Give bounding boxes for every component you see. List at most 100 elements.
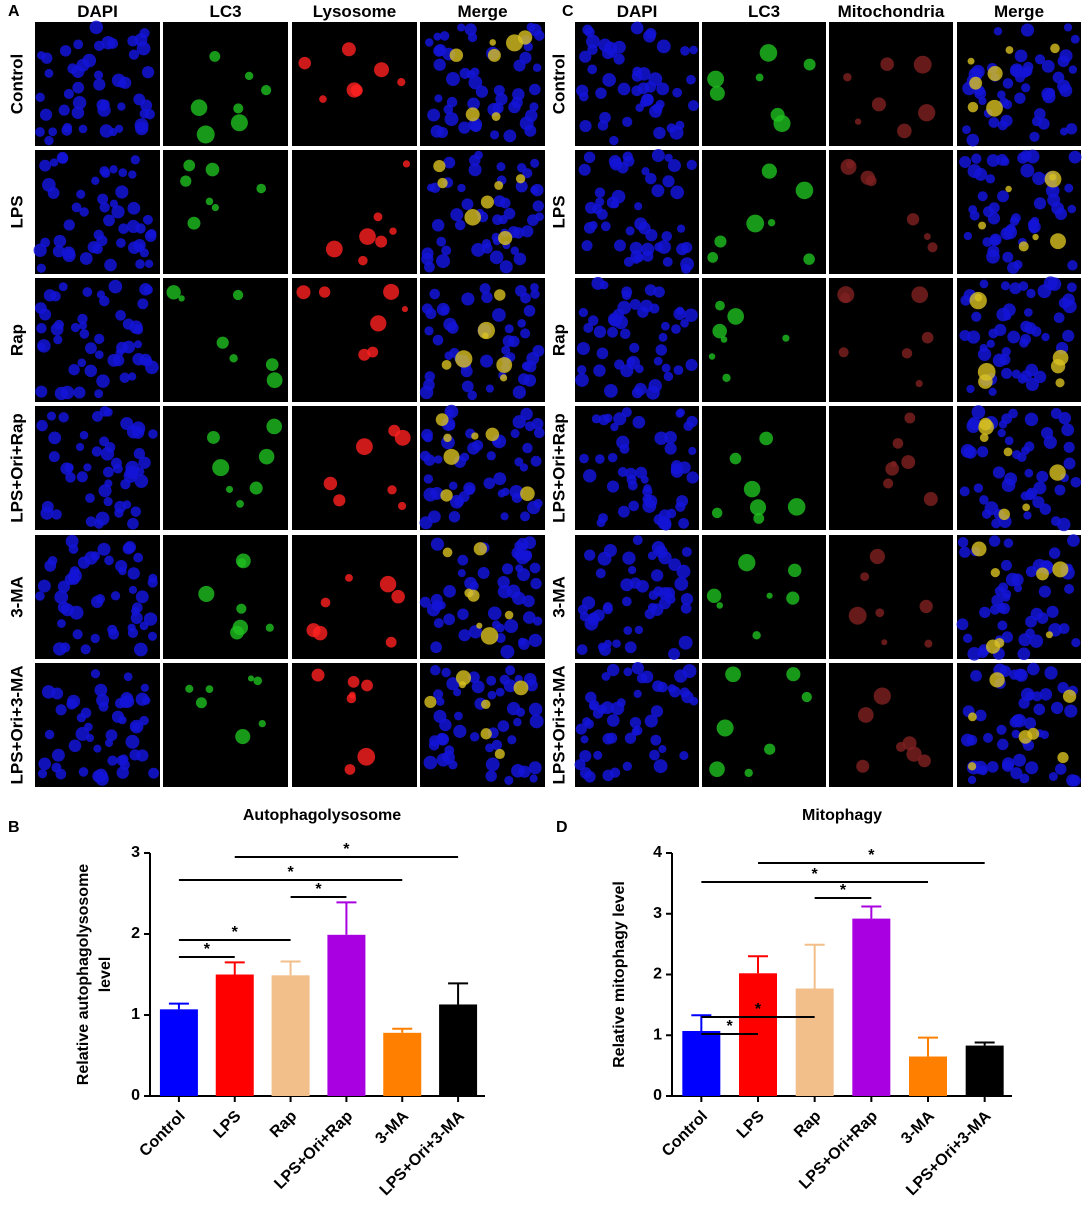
nucleus (133, 552, 144, 563)
nucleus (34, 302, 47, 314)
nucleus (1017, 452, 1027, 462)
nucleus (436, 236, 447, 247)
nucleus (595, 454, 605, 464)
cell-signal (350, 84, 363, 97)
nucleus (620, 328, 631, 339)
nucleus (622, 116, 633, 127)
nucleus (648, 72, 663, 87)
nucleus (634, 625, 644, 635)
row-label: Rap (549, 324, 568, 356)
row-label: LPS+Ori+Rap (549, 413, 568, 523)
nucleus (130, 155, 141, 165)
nucleus (967, 416, 982, 431)
cell-signal (489, 39, 497, 46)
nucleus (1024, 717, 1037, 730)
nucleus (1000, 559, 1012, 571)
nucleus (53, 335, 63, 345)
nucleus (1025, 761, 1039, 775)
nucleus (449, 494, 464, 509)
nucleus (461, 380, 474, 393)
nucleus (629, 342, 640, 353)
cell-signal (205, 197, 214, 206)
nucleus (628, 500, 639, 512)
nucleus (35, 92, 45, 103)
cell-signal (249, 481, 263, 495)
nucleus (467, 442, 480, 455)
cell-signal (266, 372, 283, 389)
cell-signal (319, 95, 327, 103)
nucleus (453, 724, 467, 738)
nucleus (593, 750, 603, 760)
significance-label: * (840, 882, 847, 899)
nucleus (425, 38, 434, 47)
nucleus (1024, 322, 1037, 335)
nucleus (423, 755, 438, 770)
cell-signal (1005, 46, 1014, 54)
nucleus (645, 27, 657, 40)
nucleus (143, 357, 153, 367)
column-header: Merge (994, 2, 1044, 21)
cell-signal (1045, 631, 1053, 639)
nucleus (613, 40, 626, 54)
nucleus (583, 151, 596, 164)
nucleus (1039, 688, 1053, 701)
nucleus (528, 702, 543, 717)
panel-label: C (562, 3, 574, 20)
cell-signal (205, 162, 220, 177)
nucleus (142, 214, 153, 225)
nucleus (1033, 481, 1047, 495)
nucleus (459, 67, 471, 79)
nucleus (604, 384, 618, 398)
nucleus (616, 698, 626, 708)
nucleus (468, 75, 483, 90)
nucleus (515, 707, 526, 717)
nucleus (90, 669, 101, 679)
cell-signal (435, 413, 449, 426)
nucleus (662, 175, 675, 188)
nucleus (1033, 703, 1046, 716)
nucleus (988, 535, 1001, 547)
cell-signal (923, 233, 931, 240)
nucleus (51, 748, 65, 762)
nucleus (582, 24, 593, 36)
micrograph (35, 534, 160, 659)
nucleus (500, 512, 509, 521)
nucleus (1001, 631, 1014, 643)
column-header: Lysosome (313, 2, 396, 21)
nucleus (1020, 491, 1030, 501)
nucleus (503, 129, 517, 143)
nucleus (94, 389, 104, 399)
cell-signal (840, 292, 851, 303)
nucleus (470, 67, 480, 77)
cell-signal (500, 374, 508, 382)
nucleus (1059, 83, 1073, 98)
nucleus (1021, 83, 1031, 93)
nucleus (633, 689, 642, 698)
nucleus (480, 354, 494, 368)
nucleus (125, 734, 140, 749)
cell-signal (967, 57, 975, 65)
nucleus (971, 311, 982, 322)
cell-signal (897, 123, 912, 139)
nucleus (1064, 583, 1075, 595)
cell-signal (383, 283, 400, 300)
nucleus (108, 279, 123, 294)
cell-signal (232, 289, 244, 301)
cell-signal (401, 306, 409, 313)
nucleus (1048, 547, 1061, 559)
cell-signal (743, 480, 761, 498)
nucleus (146, 228, 157, 239)
micrograph (163, 535, 288, 659)
nucleus (1007, 261, 1020, 274)
nucleus (678, 635, 693, 650)
nucleus (90, 633, 100, 644)
cell-signal (515, 174, 526, 184)
cell-signal (355, 438, 373, 456)
nucleus (1065, 123, 1078, 135)
cell-signal (746, 214, 765, 233)
nucleus (575, 723, 587, 735)
nucleus (528, 633, 543, 647)
nucleus (100, 99, 110, 110)
nucleus (490, 130, 500, 140)
y-axis-label: level (97, 957, 114, 993)
